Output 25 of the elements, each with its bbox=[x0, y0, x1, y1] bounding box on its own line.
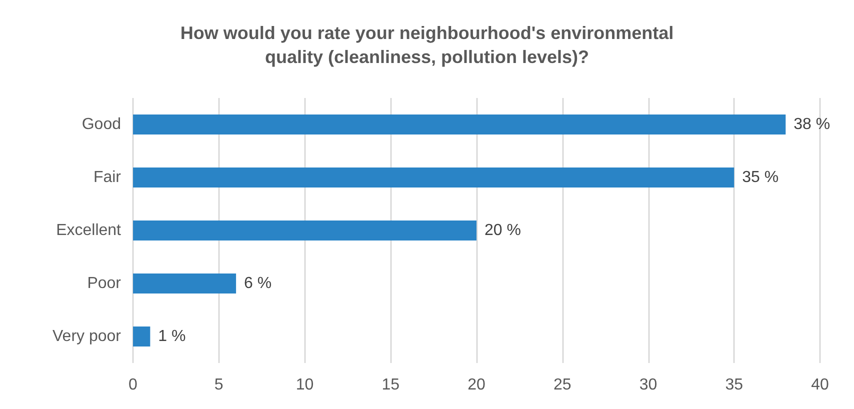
bar bbox=[133, 114, 786, 134]
x-tick-label: 20 bbox=[468, 376, 486, 394]
bar bbox=[133, 168, 734, 188]
y-tick-label: Very poor bbox=[52, 328, 122, 345]
x-tick-label: 25 bbox=[553, 376, 572, 394]
y-tick-label: Excellent bbox=[56, 222, 122, 239]
bar bbox=[133, 326, 150, 346]
data-label: 38 % bbox=[794, 116, 830, 133]
y-tick-label: Poor bbox=[87, 275, 122, 292]
data-label: 6 % bbox=[244, 275, 272, 292]
y-tick-label: Good bbox=[82, 116, 121, 133]
x-tick-label: 0 bbox=[128, 376, 138, 394]
x-tick-label: 35 bbox=[725, 376, 744, 394]
data-label: 1 % bbox=[158, 328, 186, 345]
data-label: 35 % bbox=[742, 169, 779, 186]
chart-title: How would you rate your neighbourhood's environmental quality (cleanliness, pollution levels)? bbox=[180, 23, 674, 67]
bar bbox=[133, 274, 236, 294]
x-tick-label: 10 bbox=[296, 376, 314, 394]
y-tick-label: Fair bbox=[93, 169, 122, 186]
bar bbox=[133, 220, 476, 240]
x-tick-label: 15 bbox=[382, 376, 400, 394]
x-tick-label: 5 bbox=[214, 376, 224, 394]
data-label: 20 % bbox=[484, 222, 521, 239]
x-tick-label: 40 bbox=[811, 376, 829, 394]
x-tick-label: 30 bbox=[639, 376, 658, 394]
